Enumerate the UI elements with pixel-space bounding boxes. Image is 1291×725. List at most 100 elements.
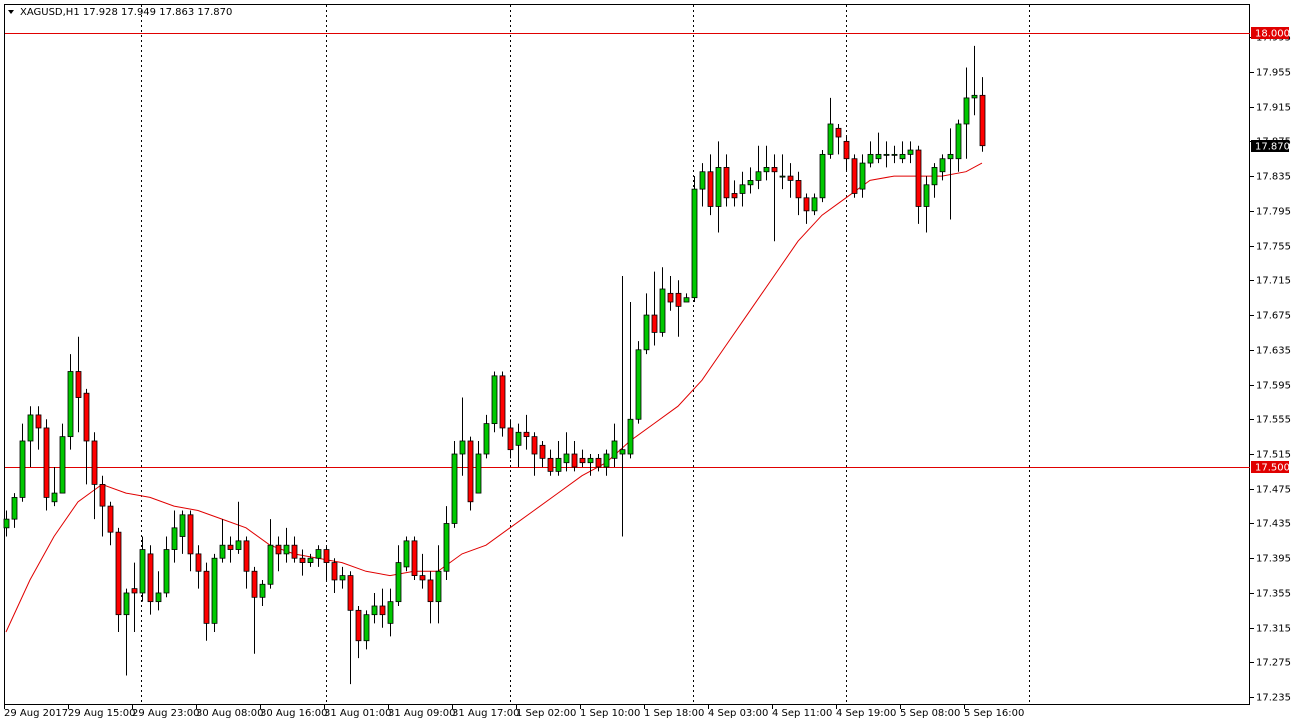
x-tick-label: 29 Aug 15:00 [68,708,135,719]
moving-average [5,162,983,633]
y-tick-label: 17.395 [1256,554,1291,565]
candle-body [435,570,442,603]
candle-body [451,453,458,524]
x-tick-label: 4 Sep 11:00 [772,708,832,719]
y-tick-label: 17.435 [1256,519,1291,530]
candle-body [211,557,218,624]
candle-body [19,440,26,498]
candle-body [563,453,570,464]
candle-body [355,609,362,642]
candle-body [931,167,938,186]
candle-body [443,523,450,572]
candle-body [755,171,762,181]
candle-body [147,553,154,603]
y-tick-label: 17.235 [1256,693,1291,704]
candle-body [947,153,954,160]
chart-title: XAGUSD,H1 17.928 17.949 17.863 17.870 [20,7,232,18]
x-tick-label: 1 Sep 10:00 [580,708,640,719]
candle-body [979,94,986,147]
candle-body [579,457,586,464]
menu-arrow[interactable] [8,10,14,14]
candle-body [283,544,290,555]
candle-body [699,171,706,190]
candle-body [635,349,642,420]
y-tick-label: 17.675 [1256,311,1291,322]
candle-body [115,531,122,616]
price-tag-label: 17.870 [1255,142,1290,153]
candle-body [603,453,610,468]
x-tick-label: 31 Aug 09:00 [388,708,455,719]
candle-body [731,193,738,199]
y-tick-label: 17.275 [1256,658,1291,669]
candle-body [939,158,946,173]
y-tick-label: 17.355 [1256,589,1291,600]
x-tick-label: 1 Sep 02:00 [516,708,576,719]
candle-body [619,449,626,455]
x-tick-label: 5 Sep 16:00 [964,708,1024,719]
candle-body [883,153,890,156]
candle-body [427,579,434,603]
candle-body [227,544,234,550]
y-tick-label: 17.515 [1256,450,1291,461]
candle-body [107,505,114,533]
candle-body [459,440,466,455]
candle-body [707,171,714,207]
y-tick-label: 17.555 [1256,415,1291,426]
plot-frame [4,4,1250,705]
candle-body [515,431,522,446]
x-tick-label: 4 Sep 03:00 [708,708,768,719]
y-tick-label: 17.475 [1256,485,1291,496]
candle-body [955,123,962,160]
x-tick-label: 30 Aug 16:00 [260,708,327,719]
candle-body [411,540,418,576]
candle-body [3,518,10,529]
price-tag-label: 18.000 [1255,29,1290,40]
day-separators [141,5,1030,704]
candle-body [155,592,162,603]
candle-body [483,423,490,455]
candle-body [187,514,194,555]
candle-body [963,97,970,125]
candle-body [835,127,842,138]
price-tag [1251,27,1289,39]
candle-body [91,440,98,485]
price-tag [1251,140,1289,152]
x-tick-label: 5 Sep 08:00 [900,708,960,719]
candle-body [547,457,554,472]
candle-body [691,188,698,299]
candle-body [771,167,778,173]
candle-body [891,153,898,156]
candle-body [859,162,866,190]
candle-body [587,457,594,464]
candle-body [99,484,106,507]
y-tick-label: 17.315 [1256,624,1291,635]
candle-body [915,149,922,207]
candle-body [739,184,746,194]
candle-body [491,375,498,425]
candle-body [315,549,322,559]
candle-body [683,297,690,303]
price-tag-label: 17.500 [1255,463,1290,474]
candle-body [899,153,906,160]
candle-body [419,575,426,581]
candle-body [195,553,202,572]
candle-body [659,288,666,333]
x-tick-label: 29 Aug 23:00 [132,708,199,719]
candle-body [675,292,682,307]
candle-body [867,153,874,164]
candle-body [811,197,818,212]
candle-body [499,375,506,429]
candle-body [819,153,826,199]
candle-body [51,492,58,503]
price-tag [1251,461,1289,473]
candle-body [259,583,266,598]
candle-body [347,575,354,611]
candle-body [363,614,370,642]
candle-body [43,427,50,498]
candle-body [11,497,18,520]
candle-body [851,158,858,194]
candle-body [299,557,306,563]
candle-body [643,314,650,351]
candle-body [627,418,634,455]
